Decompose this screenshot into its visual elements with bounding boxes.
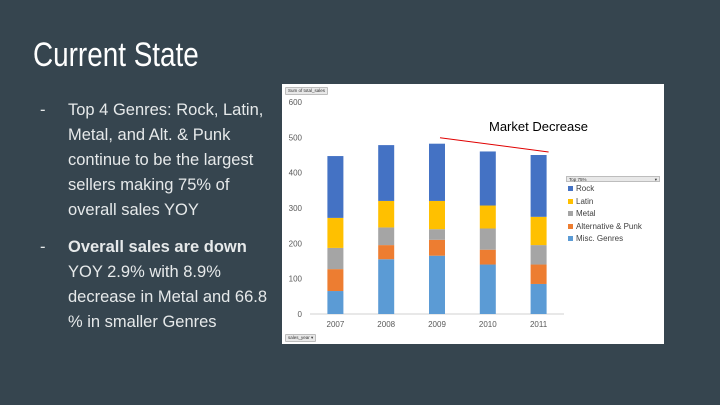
bar-segment	[378, 145, 395, 201]
legend-swatch	[568, 211, 573, 216]
x-tick-label: 2008	[377, 320, 395, 329]
bar-segment	[429, 239, 445, 256]
legend-label: Alternative & Punk	[576, 221, 642, 231]
bar-segment	[378, 245, 395, 260]
bar-segment	[429, 143, 445, 201]
bar-segment	[530, 216, 547, 246]
legend-item: Latin	[566, 197, 662, 210]
bar-segment	[327, 217, 344, 248]
bar-segment	[327, 247, 344, 270]
bar-segment	[530, 155, 547, 217]
market-decrease-annotation: Market Decrease	[489, 119, 588, 134]
bar-segment	[378, 227, 395, 246]
legend-swatch	[568, 223, 573, 229]
x-tick-label: 2009	[428, 320, 446, 329]
y-tick-label: 300	[289, 204, 303, 213]
legend-swatch	[568, 236, 573, 241]
bullet-item: - Top 4 Genres: Rock, Latin, Metal, and …	[40, 98, 280, 223]
legend-item: Metal	[566, 209, 662, 222]
value-field-button[interactable]: Sum of total_sales	[285, 87, 329, 95]
legend-filter-button[interactable]: Top 75% ▾	[566, 176, 660, 182]
slide-title: Current State	[33, 36, 199, 74]
y-tick-label: 0	[298, 310, 303, 319]
bar-segment	[327, 269, 344, 292]
bullet-dash: -	[40, 101, 46, 119]
legend-label: Metal	[576, 209, 596, 218]
legend-filter-label: Top 75%	[569, 177, 587, 182]
x-tick-label: 2011	[530, 320, 548, 329]
bar-segment	[327, 156, 344, 218]
legend-swatch	[568, 186, 573, 191]
bullet-bold-text: Overall sales are down	[68, 238, 247, 256]
legend-label: Latin	[576, 196, 594, 206]
bar-segment	[479, 151, 496, 206]
chart-legend: Rock Latin Metal Alternative & Punk Misc. Ge…	[566, 184, 662, 247]
y-tick-label: 100	[289, 275, 303, 284]
x-tick-label: 2007	[327, 320, 345, 329]
bar-segment	[479, 205, 496, 229]
chevron-down-icon: ▾	[311, 335, 314, 340]
chart-plot: 0 100 200 300 400 500 600 2007 2008 2009 2010 2011	[289, 98, 564, 329]
bar-segment	[429, 200, 445, 230]
legend-label: Rock	[576, 184, 595, 193]
bar-segment	[429, 255, 445, 314]
bar-segment	[530, 264, 547, 284]
legend-item: Misc. Genres	[566, 234, 662, 247]
bar-segment	[429, 229, 445, 240]
bullet-text: Top 4 Genres: Rock, Latin, Metal, and Al…	[68, 101, 264, 219]
bullet-list: - Top 4 Genres: Rock, Latin, Metal, and …	[40, 98, 280, 347]
y-tick-label: 200	[289, 239, 303, 248]
bullet-item: - Overall sales are down YOY 2.9% with 8…	[40, 235, 280, 335]
x-tick-label: 2010	[479, 320, 497, 329]
axis-field-button[interactable]: sales_year ▾	[285, 334, 317, 342]
bar-segment	[530, 283, 547, 314]
bar-segment	[479, 264, 496, 314]
bar-segment	[530, 245, 547, 265]
axis-field-label: sales_year	[288, 335, 310, 340]
bar-segment	[378, 259, 395, 314]
pivot-chart[interactable]: 0 100 200 300 400 500 600 2007 2008 2009 2010 2011 …	[282, 84, 664, 344]
trend-line	[439, 137, 549, 153]
y-tick-label: 400	[289, 169, 303, 178]
y-tick-label: 600	[289, 98, 303, 107]
legend-label: Misc. Genres	[576, 234, 624, 243]
bar-segment	[479, 249, 496, 265]
bullet-text: YOY 2.9% with 8.9% decrease in Metal and…	[68, 263, 268, 331]
bar-segment	[479, 228, 496, 250]
legend-item: Rock	[566, 184, 662, 197]
legend-swatch	[568, 198, 573, 204]
bar-segment	[327, 291, 344, 314]
legend-item: Alternative & Punk	[566, 222, 662, 235]
bullet-dash: -	[40, 238, 46, 256]
bar-segment	[378, 200, 395, 228]
chevron-down-icon: ▾	[654, 177, 657, 182]
y-tick-label: 500	[289, 133, 303, 142]
